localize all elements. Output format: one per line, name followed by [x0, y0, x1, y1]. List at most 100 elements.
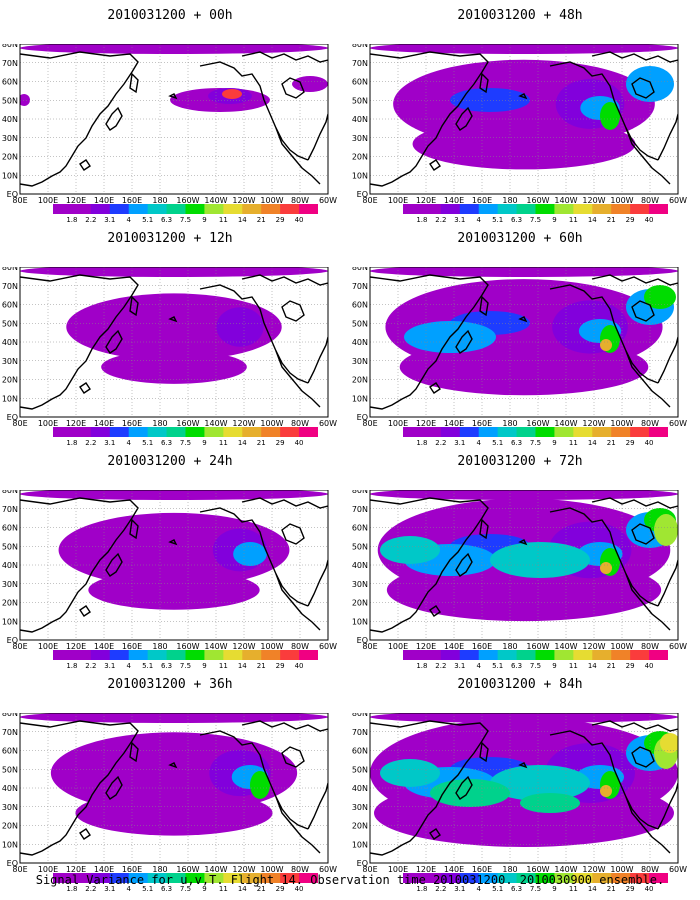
colorbar-label: 3.1 [454, 439, 466, 447]
lon-tick-label: 100W [610, 865, 633, 873]
coastline [549, 730, 659, 830]
colorbar-swatch [516, 427, 536, 437]
lat-tick-label: 70N [352, 59, 368, 68]
colorbar [53, 204, 318, 214]
lat-tick-label: 30N [352, 357, 368, 366]
colorbar-label: 40 [644, 662, 654, 670]
colorbar-label: 2.2 [85, 662, 97, 670]
colorbar-label: 40 [294, 439, 304, 447]
colorbar-swatch [440, 650, 461, 660]
colorbar-label: 9 [202, 885, 207, 893]
colorbar-swatch [440, 427, 461, 437]
colorbar-label: 11 [218, 662, 228, 670]
colorbar-label: 29 [275, 216, 285, 224]
lat-tick-label: 50N [2, 96, 18, 105]
colorbar-label: 21 [606, 885, 616, 893]
lat-tick-label: 40N [352, 784, 368, 793]
colorbar-labels: 1.8 2.2 3.1 4 5.1 6.3 7.5 9 11 14 21 29 40 [53, 885, 318, 895]
coastline [79, 382, 91, 394]
lat-tick-label: 50N [2, 765, 18, 774]
variance-contour [250, 771, 270, 799]
lon-tick-label: 100W [260, 642, 283, 650]
lat-tick-label: 10N [352, 171, 368, 180]
colorbar-label: 21 [256, 216, 266, 224]
colorbar-swatch [90, 427, 111, 437]
colorbar-label: 7.5 [529, 439, 542, 447]
lat-tick-label: 30N [352, 803, 368, 812]
lat-tick-label: 20N [352, 376, 368, 385]
lon-tick-label: 80E [362, 196, 377, 204]
colorbar-swatch [299, 204, 318, 214]
colorbar-label: 11 [568, 662, 578, 670]
lat-tick-label: 80N [2, 44, 18, 49]
colorbar-label: 4 [126, 662, 131, 670]
coastline [199, 730, 309, 830]
lat-tick-label: 80N [352, 267, 368, 272]
colorbar-swatch [649, 204, 668, 214]
coastline [105, 775, 123, 800]
colorbar-swatch [649, 427, 668, 437]
lat-tick-label: 40N [352, 115, 368, 124]
lon-tick-label: 160W [176, 419, 199, 427]
variance-contour [600, 339, 612, 351]
lat-tick-label: 10N [2, 617, 18, 626]
colorbar-labels: 1.8 2.2 3.1 4 5.1 6.3 7.5 9 11 14 21 29 40 [53, 662, 318, 672]
colorbar-label: 11 [568, 439, 578, 447]
colorbar-swatch [573, 650, 593, 660]
colorbar-label: 9 [202, 662, 207, 670]
colorbar-swatch [109, 650, 130, 660]
lat-tick-label: EQ [7, 859, 18, 868]
colorbar-swatch [261, 650, 281, 660]
lat-tick-label: 40N [352, 561, 368, 570]
colorbar-swatch [630, 427, 650, 437]
colorbar-label: 29 [275, 439, 285, 447]
colorbar-swatch [573, 427, 593, 437]
lat-tick-label: 60N [2, 524, 18, 533]
lon-tick-label: 140E [444, 865, 464, 873]
lon-tick-label: 160E [122, 196, 142, 204]
coastline [20, 274, 139, 410]
colorbar-labels: 1.8 2.2 3.1 4 5.1 6.3 7.5 9 11 14 21 29 40 [403, 662, 668, 672]
colorbar-swatch [459, 650, 480, 660]
colorbar-swatch [440, 204, 461, 214]
colorbar-swatch [185, 204, 205, 214]
coastline [631, 746, 655, 768]
colorbar-swatch [128, 650, 149, 660]
lat-tick-label: EQ [357, 190, 368, 199]
variance-contour [20, 713, 328, 723]
variance-contour [660, 733, 678, 753]
colorbar-label: 1.8 [416, 662, 428, 670]
variance-contour [370, 713, 678, 723]
colorbar-swatch [90, 650, 111, 660]
colorbar [53, 427, 318, 437]
lat-tick-label: 70N [352, 728, 368, 737]
colorbar-label: 11 [218, 439, 228, 447]
lat-tick-label: 30N [352, 580, 368, 589]
lat-tick-label: 70N [352, 505, 368, 514]
colorbar [53, 873, 318, 883]
lon-tick-label: 100E [38, 419, 58, 427]
colorbar-label: 4 [126, 885, 131, 893]
colorbar-swatch [261, 427, 281, 437]
colorbar-swatch [280, 873, 300, 883]
colorbar-labels: 1.8 2.2 3.1 4 5.1 6.3 7.5 9 11 14 21 29 40 [403, 439, 668, 449]
coastline [307, 336, 328, 384]
colorbar-swatch [280, 204, 300, 214]
colorbar-swatch [516, 650, 536, 660]
colorbar-swatch [185, 873, 205, 883]
coastline [518, 93, 528, 100]
colorbar-label: 7.5 [179, 662, 192, 670]
coastline [129, 295, 139, 317]
lon-tick-label: 80W [641, 865, 659, 873]
colorbar-label: 4 [476, 885, 481, 893]
colorbar-swatch [71, 650, 92, 660]
coastline [129, 741, 139, 763]
variance-contour [380, 536, 440, 564]
coastline [281, 523, 305, 545]
coastline [549, 284, 659, 384]
coastline [591, 274, 678, 286]
lon-tick-label: 100E [38, 196, 58, 204]
map-panel: 2010031200 + 12h 80N 70N 60N 50N 40N 30N 20N 10N… [0, 231, 340, 447]
colorbar-label: 4 [126, 439, 131, 447]
